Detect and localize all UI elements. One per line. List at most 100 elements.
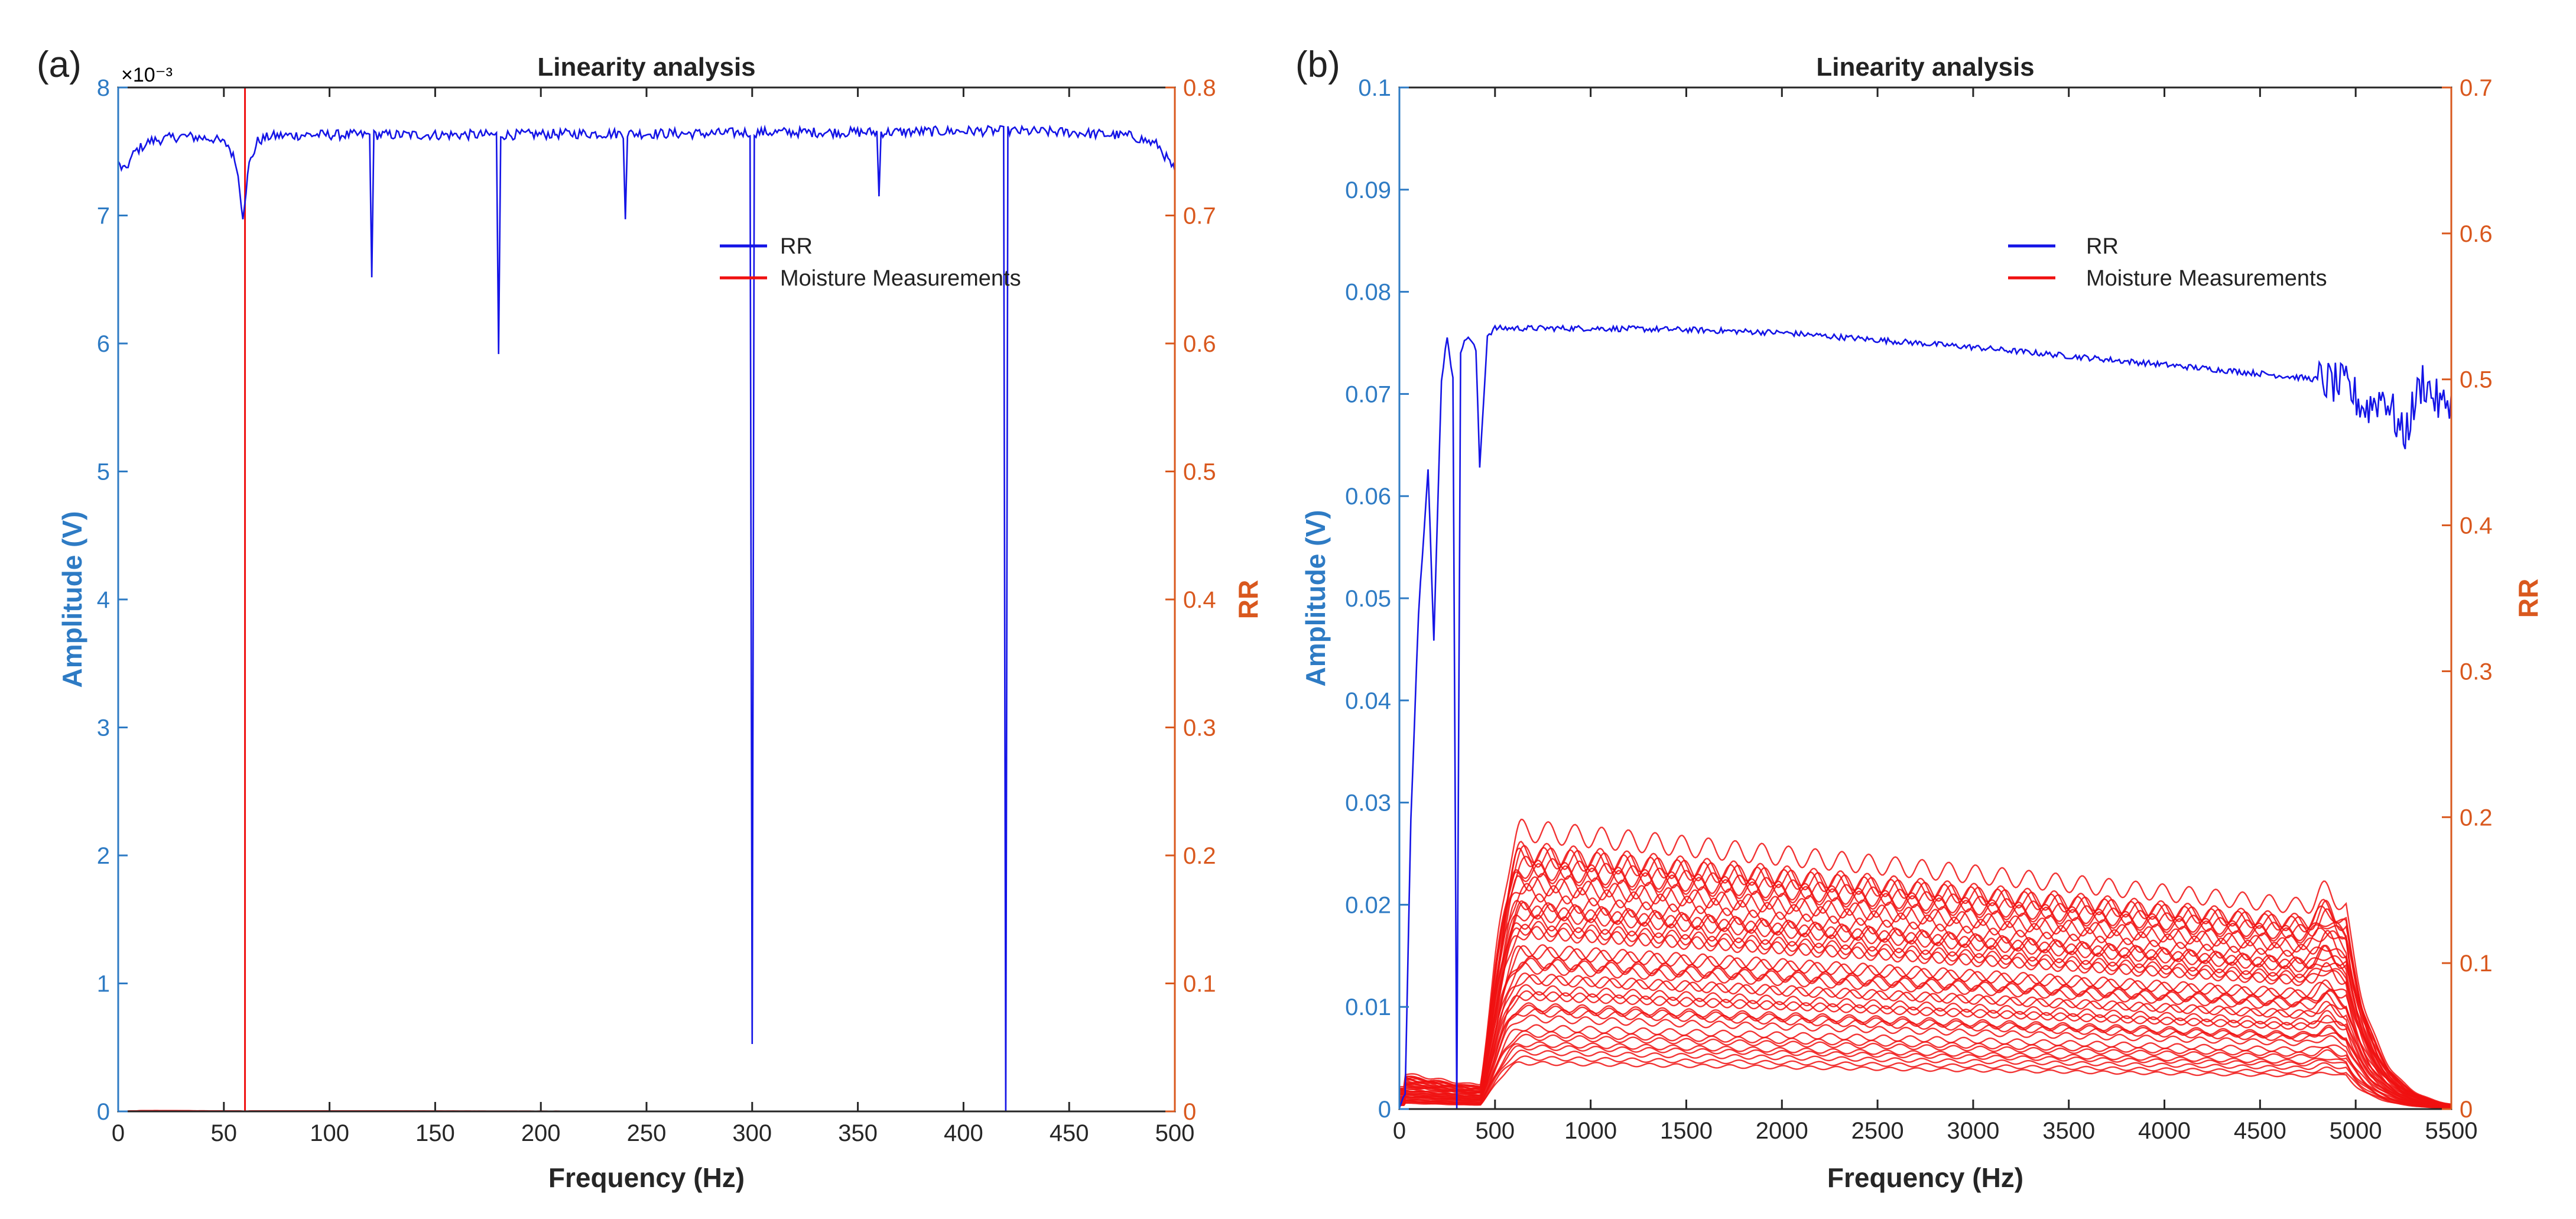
x-tick-label: 500 xyxy=(1155,1120,1195,1146)
y-axis-left-label-a: Amplitude (V) xyxy=(57,511,87,688)
moisture-curve xyxy=(1399,883,2451,1106)
rr-line xyxy=(1399,324,2451,1109)
y-right-tick-label: 0.3 xyxy=(1183,715,1216,741)
moisture-curve xyxy=(1399,955,2451,1107)
moisture-curve xyxy=(1399,957,2451,1108)
y-right-tick-label: 0.5 xyxy=(2460,367,2493,393)
x-tick-label: 2000 xyxy=(1756,1118,1808,1144)
x-tick-label: 2500 xyxy=(1851,1118,1904,1144)
moisture-curve xyxy=(1399,1004,2451,1108)
moisture-curve xyxy=(1399,990,2451,1108)
y-right-tick-label: 0.7 xyxy=(1183,203,1216,229)
y-right-tick-label: 0.6 xyxy=(1183,331,1216,357)
y-axis-right-label-a: RR xyxy=(1233,580,1263,619)
moisture-curve xyxy=(1399,914,2451,1107)
y-left-tick-label: 6 xyxy=(97,331,110,357)
moisture-curve xyxy=(1399,847,2451,1105)
x-tick-label: 50 xyxy=(211,1120,238,1146)
y-left-tick-label: 0.07 xyxy=(1345,381,1391,407)
y-right-tick-label: 0.5 xyxy=(1183,459,1216,485)
rr-series-a xyxy=(118,124,1175,1111)
y-right-tick-label: 0.1 xyxy=(2460,951,2493,977)
x-tick-label: 350 xyxy=(838,1120,878,1146)
y-right-tick-label: 0 xyxy=(1183,1099,1196,1125)
y-left-tick-label: 0.04 xyxy=(1345,688,1391,714)
y-left-tick-label: 0.03 xyxy=(1345,790,1391,816)
x-tick-label: 200 xyxy=(521,1120,561,1146)
moisture-curve xyxy=(1399,841,2451,1105)
moisture-curve xyxy=(1399,860,2451,1106)
y-left-tick-label: 0.05 xyxy=(1345,586,1391,612)
x-axis-a: 0 50 100 150 200 250 300 350 400 450 500 xyxy=(112,87,1195,1146)
y-right-tick-label: 0.1 xyxy=(1183,971,1216,997)
legend-rr-label-b: RR xyxy=(2086,234,2119,259)
y-axis-right-b: 0 0.1 0.2 0.3 0.4 0.5 0.6 0.7 xyxy=(2442,75,2493,1123)
moisture-curve xyxy=(1399,863,2451,1106)
moisture-curve xyxy=(1399,1033,2451,1109)
exponent-label-a: ×10⁻³ xyxy=(121,64,173,86)
moisture-series-b xyxy=(1399,818,2451,1109)
x-tick-label: 5000 xyxy=(2330,1118,2382,1144)
y-left-tick-label: 0 xyxy=(97,1099,110,1125)
moisture-curve xyxy=(1399,926,2451,1107)
x-tick-label: 1000 xyxy=(1564,1118,1617,1144)
y-right-tick-label: 0.3 xyxy=(2460,659,2493,685)
y-left-tick-label: 0.06 xyxy=(1345,484,1391,510)
rr-series-b xyxy=(1399,324,2451,1109)
moisture-curve xyxy=(1399,1061,2451,1109)
rr-line xyxy=(118,124,1175,1111)
y-axis-left-label-b: Amplitude (V) xyxy=(1300,510,1331,687)
x-tick-label: 4000 xyxy=(2138,1118,2191,1144)
y-left-tick-label: 0.1 xyxy=(1358,75,1391,101)
x-tick-label: 100 xyxy=(310,1120,349,1146)
y-right-tick-label: 0.4 xyxy=(1183,587,1216,613)
y-left-tick-label: 2 xyxy=(97,843,110,869)
panel-a: (a) Linearity analysis ×10⁻³ 0 50 100 150 20… xyxy=(37,44,1263,1193)
moisture-curve xyxy=(1399,1049,2451,1109)
moisture-curve xyxy=(1399,845,2451,1105)
y-axis-left-b: 0 0.01 0.02 0.03 0.04 0.05 0.06 0.07 0.08 0.09 0.1 xyxy=(1345,75,1409,1123)
legend-a: RR Moisture Measurements xyxy=(720,234,1021,291)
x-axis-b: 0 500 1000 1500 2000 2500 3000 3500 4000 4500 5000… xyxy=(1393,87,2478,1144)
moisture-curve xyxy=(1399,900,2451,1107)
moisture-curve xyxy=(1399,1055,2451,1109)
y-right-tick-label: 0.2 xyxy=(2460,805,2493,831)
moisture-curve xyxy=(1399,991,2451,1108)
chart-title-b: Linearity analysis xyxy=(1816,53,2034,82)
x-tick-label: 5500 xyxy=(2425,1118,2478,1144)
x-tick-label: 3500 xyxy=(2042,1118,2095,1144)
y-right-tick-label: 0.4 xyxy=(2460,513,2493,539)
plot-area-a xyxy=(118,87,1175,1111)
x-axis-label-a: Frequency (Hz) xyxy=(548,1162,745,1193)
x-tick-label: 450 xyxy=(1050,1120,1089,1146)
y-right-tick-label: 0 xyxy=(2460,1097,2473,1123)
x-tick-label: 0 xyxy=(1393,1118,1406,1144)
y-left-tick-label: 0.01 xyxy=(1345,994,1391,1020)
y-left-tick-label: 0.09 xyxy=(1345,177,1391,203)
y-right-tick-label: 0.2 xyxy=(1183,843,1216,869)
panel-b: (b) Linearity analysis 0 500 1000 1500 2000 2… xyxy=(1295,44,2543,1193)
y-axis-right-a: 0 0.1 0.2 0.3 0.4 0.5 0.6 0.7 0.8 xyxy=(1165,75,1216,1125)
moisture-curve xyxy=(1399,1024,2451,1108)
panel-letter-b: (b) xyxy=(1295,44,1340,85)
y-left-tick-label: 7 xyxy=(97,203,110,229)
moisture-curve xyxy=(1399,1008,2451,1108)
moisture-curve xyxy=(1399,1002,2451,1108)
x-tick-label: 3000 xyxy=(1947,1118,1999,1144)
x-axis-label-b: Frequency (Hz) xyxy=(1827,1162,2023,1193)
y-left-tick-label: 0.02 xyxy=(1345,892,1391,918)
y-axis-left-a: 0 1 2 3 4 5 6 7 8 xyxy=(97,75,128,1125)
y-left-tick-label: 0 xyxy=(1378,1097,1391,1123)
moisture-curve xyxy=(1399,873,2451,1106)
moisture-curve xyxy=(1399,945,2451,1107)
legend-b: RR Moisture Measurements xyxy=(2008,234,2327,291)
x-tick-label: 250 xyxy=(627,1120,667,1146)
moisture-curve xyxy=(1399,1044,2451,1109)
chart-title-a: Linearity analysis xyxy=(537,53,755,82)
y-left-tick-label: 8 xyxy=(97,75,110,101)
panel-letter-a: (a) xyxy=(37,44,82,85)
y-axis-right-label-b: RR xyxy=(2513,579,2543,618)
moisture-curve xyxy=(1399,1041,2451,1109)
x-tick-label: 400 xyxy=(944,1120,983,1146)
